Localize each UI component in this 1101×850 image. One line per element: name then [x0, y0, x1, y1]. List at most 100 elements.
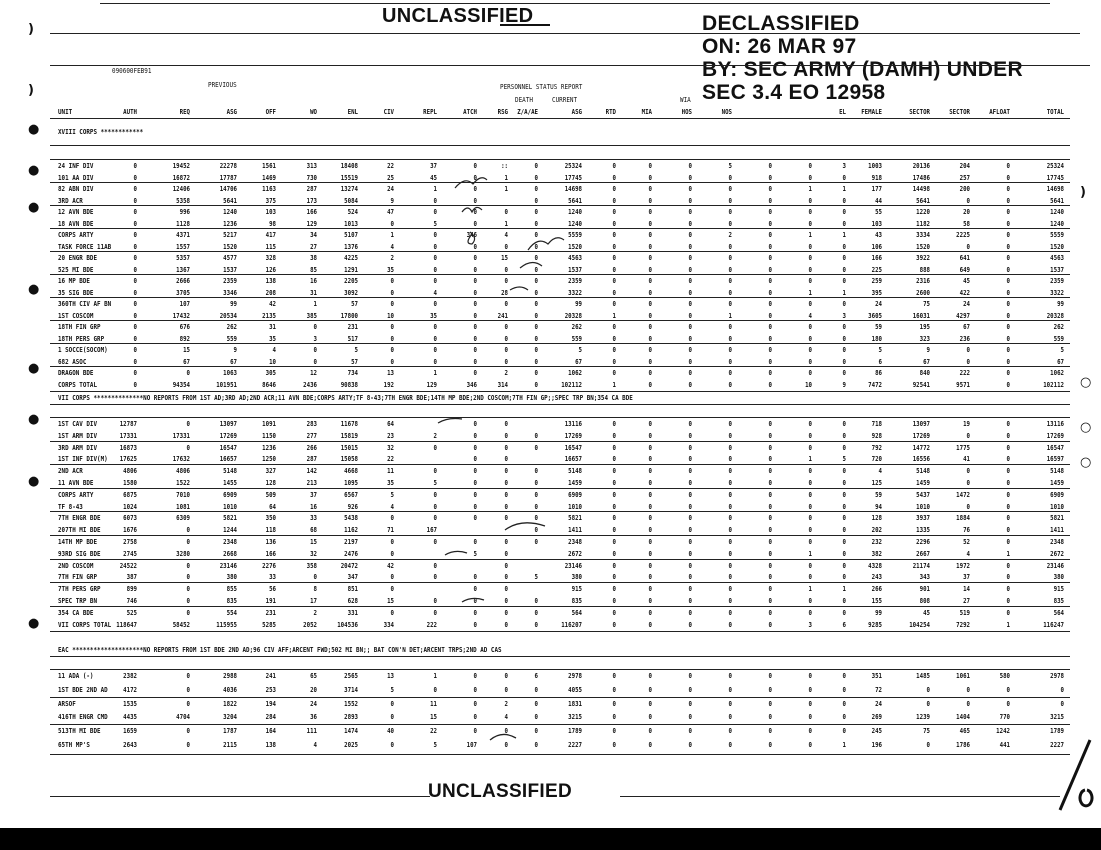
table-cell: 1 [808, 584, 812, 593]
table-cell: 3714 [344, 685, 358, 694]
table-cell: 287 [306, 184, 317, 193]
table-cell: 10 [805, 380, 812, 389]
table-cell: 5437 [916, 490, 930, 499]
table-cell: 0 [648, 443, 652, 452]
table-cell: 0 [808, 431, 812, 440]
table-cell: 915 [571, 584, 582, 593]
table-cell: 0 [390, 299, 394, 308]
table-cell: 20328 [1046, 311, 1064, 320]
table-cell: 16547 [1046, 443, 1064, 452]
table-cell: 0 [534, 443, 538, 452]
rule-line [50, 297, 1070, 298]
table-cell: 0 [842, 368, 846, 377]
table-cell: 31 [310, 288, 317, 297]
table-cell: 0 [133, 219, 137, 228]
table-cell: 0 [534, 161, 538, 170]
table-cell: 0 [473, 537, 477, 546]
table-cell: 0 [768, 699, 772, 708]
table-cell: 11 [430, 699, 437, 708]
table-cell: 0 [728, 288, 732, 297]
table-cell: 0 [390, 276, 394, 285]
rule-line [50, 33, 1080, 34]
table-cell: 138 [265, 740, 276, 749]
table-cell: 0 [1006, 311, 1010, 320]
table-cell: 0 [768, 478, 772, 487]
table-cell: 90838 [340, 380, 358, 389]
table-cell: 0 [648, 431, 652, 440]
table-cell: 0 [504, 502, 508, 511]
table-cell: 241 [265, 671, 276, 680]
table-cell: 0 [390, 712, 394, 721]
table-cell: 0 [648, 620, 652, 629]
table-cell: 44 [875, 196, 882, 205]
table-cell: 3215 [1050, 712, 1064, 721]
table-cell: 0 [768, 620, 772, 629]
table-cell: 1 [504, 219, 508, 228]
table-cell: 0 [1006, 466, 1010, 475]
table-cell: 0 [612, 431, 616, 440]
table-cell: 0 [688, 161, 692, 170]
table-cell: 1239 [916, 712, 930, 721]
table-cell: 0 [768, 502, 772, 511]
table-cell: 4 [504, 712, 508, 721]
table-cell: 0 [473, 699, 477, 708]
rule-line [50, 796, 430, 797]
table-cell: 0 [648, 196, 652, 205]
table-cell: 0 [504, 322, 508, 331]
table-cell: 17632 [172, 454, 190, 463]
table-cell: 0 [473, 584, 477, 593]
table-cell: 770 [999, 712, 1010, 721]
table-cell: 1061 [956, 671, 970, 680]
table-cell: 0 [842, 207, 846, 216]
table-cell: 192 [383, 380, 394, 389]
table-cell: 0 [612, 740, 616, 749]
table-cell: 0 [612, 572, 616, 581]
table-cell: 0 [728, 322, 732, 331]
table-cell: 0 [1006, 584, 1010, 593]
table-cell: 0 [504, 740, 508, 749]
table-cell: 649 [959, 265, 970, 274]
table-cell: 202 [871, 525, 882, 534]
table-cell: 20328 [564, 311, 582, 320]
table-cell: 0 [966, 478, 970, 487]
table-cell: 0 [842, 726, 846, 735]
table-cell: 0 [842, 265, 846, 274]
table-cell: 208 [265, 288, 276, 297]
table-row-unit: 1ST CAV DIV [58, 419, 98, 428]
rule-line [50, 159, 1070, 160]
table-cell: 0 [390, 608, 394, 617]
table-cell: 1 [842, 184, 846, 193]
table-cell: 118 [265, 525, 276, 534]
table-cell: 0 [648, 502, 652, 511]
table-cell: 17432 [172, 311, 190, 320]
table-cell: 222 [959, 368, 970, 377]
table-cell: 13097 [219, 419, 237, 428]
table-cell: 343 [919, 572, 930, 581]
table-cell: 0 [433, 276, 437, 285]
table-cell: 0 [186, 596, 190, 605]
table-cell: 347 [347, 572, 358, 581]
table-cell: 0 [612, 454, 616, 463]
table-cell: 2115 [223, 740, 237, 749]
table-cell: 0 [728, 357, 732, 366]
table-cell: 4 [390, 242, 394, 251]
table-cell: 104536 [337, 620, 358, 629]
table-cell: 1552 [344, 699, 358, 708]
table-cell: 0 [133, 380, 137, 389]
table-cell: 0 [648, 334, 652, 343]
table-cell: 1128 [176, 219, 190, 228]
table-cell: 1775 [956, 443, 970, 452]
table-row-unit: CORPS TOTAL [58, 380, 98, 389]
table-cell: 0 [504, 345, 508, 354]
column-header: AUTH [123, 107, 137, 116]
table-cell: 0 [648, 230, 652, 239]
table-cell: 628 [347, 596, 358, 605]
table-cell: 35 [387, 265, 394, 274]
table-cell: 5 [433, 219, 437, 228]
table-cell: 0 [648, 490, 652, 499]
rule-line [50, 488, 1070, 489]
table-row-unit: 93RD SIG BDE [58, 549, 101, 558]
rule-line [50, 251, 1070, 252]
table-cell: 257 [959, 173, 970, 182]
table-cell: 5 [390, 490, 394, 499]
